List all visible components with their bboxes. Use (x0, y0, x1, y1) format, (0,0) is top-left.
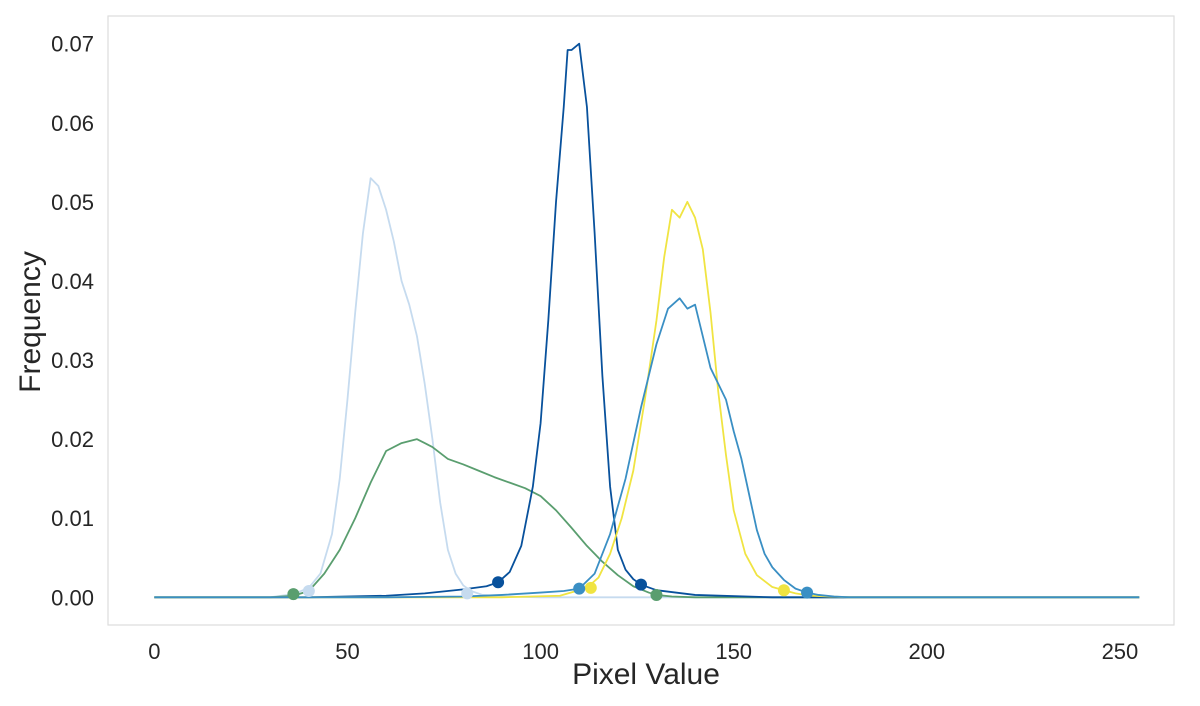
series-layer (154, 42, 1140, 601)
x-tick-label: 50 (335, 639, 359, 664)
series-3-marker-2 (635, 578, 647, 591)
y-tick-label: 0.03 (51, 348, 94, 373)
plot-frame (107, 15, 1175, 626)
y-tick-label: 0.00 (51, 585, 94, 610)
x-tick-labels: 0 50 100 150 200 250 (148, 639, 1138, 664)
series-line-4 (154, 200, 1140, 599)
y-tick-label: 0.04 (51, 269, 94, 294)
series-3-marker-1 (492, 576, 505, 589)
series-4-marker-2 (777, 584, 790, 597)
series-1-marker-1 (302, 584, 315, 597)
x-tick-label: 150 (715, 639, 752, 664)
series-line-5 (154, 297, 1140, 599)
series-2-marker-1 (287, 588, 300, 601)
x-tick-label: 200 (908, 639, 945, 664)
y-tick-label: 0.02 (51, 427, 94, 452)
series-line-2 (154, 438, 1140, 599)
x-tick-label: 250 (1102, 639, 1139, 664)
series-1-marker-2 (461, 587, 474, 600)
series-5-marker-2 (801, 586, 814, 599)
y-tick-labels: 0.00 0.01 0.02 0.03 0.04 0.05 0.06 0.07 (51, 32, 94, 611)
y-axis-label: Frequency (14, 251, 47, 393)
y-tick-label: 0.07 (51, 32, 94, 57)
x-tick-label: 0 (148, 639, 160, 664)
series-4-marker-1 (584, 581, 597, 594)
series-5-marker-1 (573, 582, 586, 595)
x-tick-label: 100 (522, 639, 559, 664)
series-line-3 (154, 42, 1140, 599)
y-tick-label: 0.06 (51, 111, 94, 136)
x-axis-label: Pixel Value (572, 658, 720, 691)
y-tick-label: 0.01 (51, 506, 94, 531)
y-tick-label: 0.05 (51, 190, 94, 215)
series-2-marker-2 (650, 588, 663, 601)
